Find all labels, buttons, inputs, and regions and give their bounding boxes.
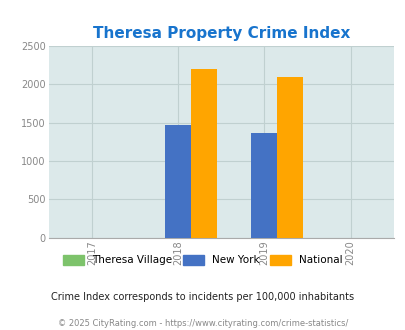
Bar	[165, 125, 191, 238]
Text: Crime Index corresponds to incidents per 100,000 inhabitants: Crime Index corresponds to incidents per…	[51, 292, 354, 302]
Bar	[191, 69, 216, 238]
Bar	[277, 77, 303, 238]
Bar	[251, 133, 277, 238]
Title: Theresa Property Crime Index: Theresa Property Crime Index	[92, 26, 349, 41]
Legend: Theresa Village, New York, National: Theresa Village, New York, National	[59, 251, 346, 270]
Text: © 2025 CityRating.com - https://www.cityrating.com/crime-statistics/: © 2025 CityRating.com - https://www.city…	[58, 319, 347, 328]
